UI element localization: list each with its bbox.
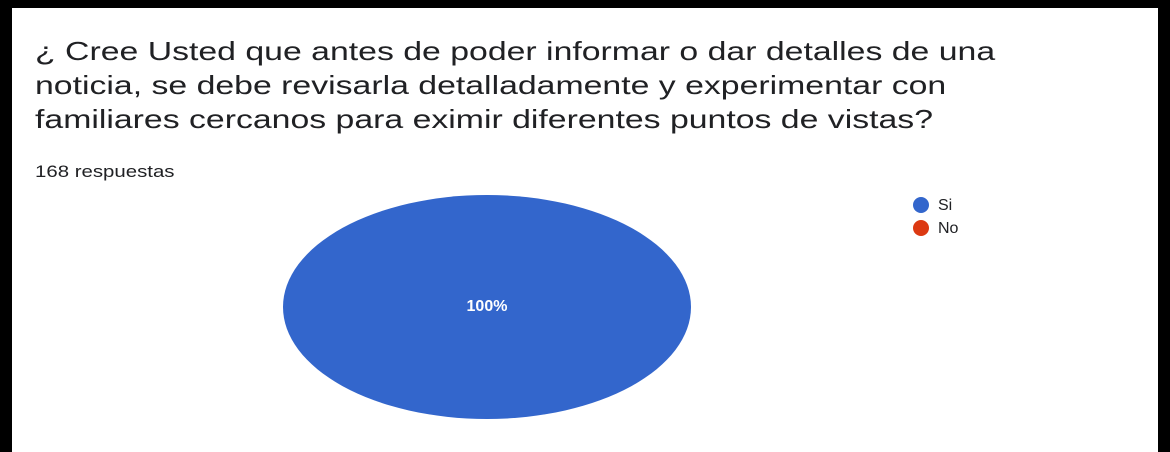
chart-card: ¿ Cree Usted que antes de poder informar… (12, 8, 1158, 452)
legend-swatch (913, 220, 929, 236)
legend-swatch (913, 197, 929, 213)
pie-slice (283, 195, 691, 419)
chart: 100% Si No (283, 195, 959, 419)
response-count: 168 respuestas (35, 162, 175, 181)
chart-title: ¿ Cree Usted que antes de poder informar… (35, 36, 996, 134)
legend-label: Si (938, 197, 952, 214)
slice-label: 100% (467, 298, 508, 315)
legend-label: No (938, 220, 959, 237)
